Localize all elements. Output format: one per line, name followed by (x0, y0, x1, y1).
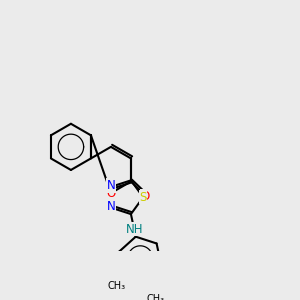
Text: O: O (146, 294, 154, 300)
Text: CH₃: CH₃ (107, 281, 125, 291)
Text: N: N (107, 179, 116, 192)
Text: O: O (106, 187, 116, 200)
Text: NH: NH (126, 223, 144, 236)
Text: CH₃: CH₃ (147, 294, 165, 300)
Text: O: O (106, 281, 115, 291)
Text: N: N (107, 200, 116, 213)
Text: O: O (140, 190, 150, 203)
Text: S: S (140, 191, 147, 204)
